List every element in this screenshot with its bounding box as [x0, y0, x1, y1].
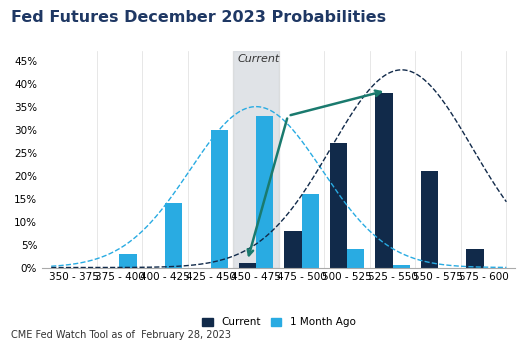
Bar [119, 254, 137, 268]
Text: Fed Futures December 2023 Probabilities: Fed Futures December 2023 Probabilities [11, 10, 386, 25]
Bar [284, 231, 301, 268]
Bar [375, 93, 392, 268]
Bar [467, 249, 483, 268]
Legend: Current, 1 Month Ago: Current, 1 Month Ago [198, 313, 360, 331]
Bar [239, 263, 256, 268]
Text: Current: Current [237, 54, 279, 64]
Bar [330, 143, 347, 268]
Bar [392, 265, 410, 268]
Text: CME Fed Watch Tool as of  February 28, 2023: CME Fed Watch Tool as of February 28, 20… [11, 330, 230, 340]
Bar [210, 130, 228, 268]
Bar [421, 171, 438, 268]
Bar [347, 249, 365, 268]
Bar [301, 194, 319, 268]
Bar [256, 116, 274, 268]
Bar [165, 203, 183, 268]
Bar [233, 51, 279, 268]
